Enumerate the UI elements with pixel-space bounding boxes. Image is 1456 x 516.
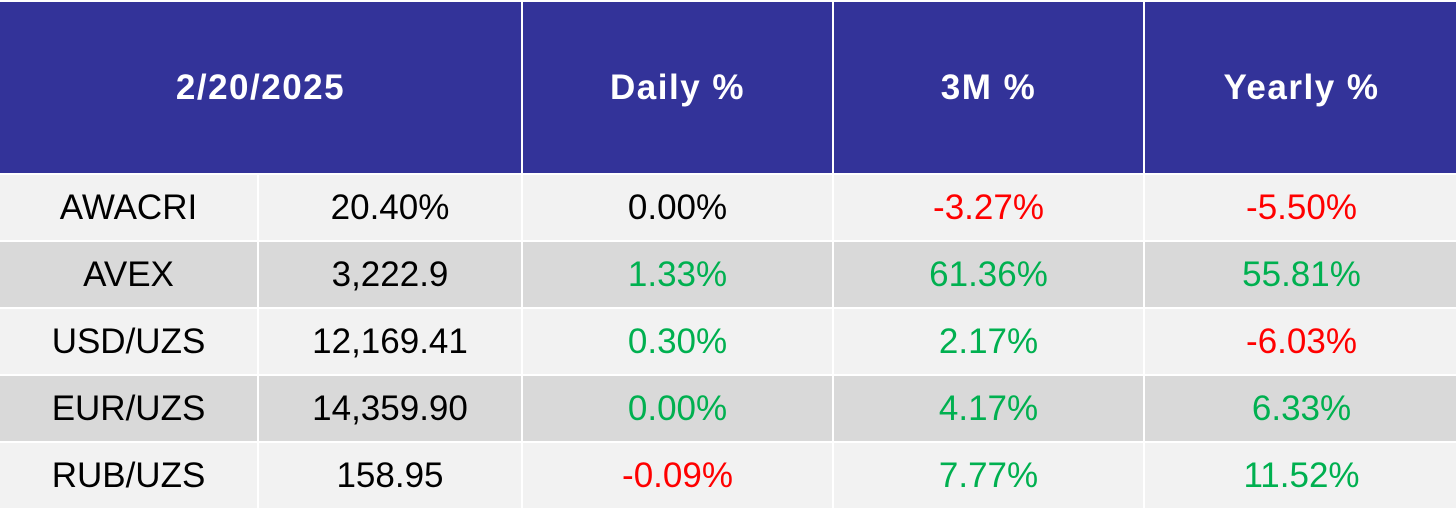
data-cell: 0.00%: [523, 175, 832, 240]
data-row: AWACRI 20.40% 0.00% -3.27% -5.50%: [0, 175, 1456, 240]
data-cell: RUB/UZS: [0, 443, 257, 508]
data-cell: 7.77%: [834, 443, 1143, 508]
data-cell: -6.03%: [1145, 309, 1456, 374]
data-row: RUB/UZS 158.95 -0.09% 7.77% 11.52%: [0, 443, 1456, 508]
data-cell: AWACRI: [0, 175, 257, 240]
header-cell: Daily %: [523, 2, 832, 173]
data-cell: -5.50%: [1145, 175, 1456, 240]
data-cell: 61.36%: [834, 242, 1143, 307]
data-cell: 12,169.41: [259, 309, 521, 374]
header-cell: Yearly %: [1145, 2, 1456, 173]
data-cell: 4.17%: [834, 376, 1143, 441]
data-cell: 1.33%: [523, 242, 832, 307]
data-cell: 2.17%: [834, 309, 1143, 374]
header-row: 2/20/2025 Daily % 3M % Yearly %: [0, 2, 1456, 173]
data-cell: -0.09%: [523, 443, 832, 508]
data-cell: EUR/UZS: [0, 376, 257, 441]
data-cell: 11.52%: [1145, 443, 1456, 508]
data-cell: 55.81%: [1145, 242, 1456, 307]
data-cell: -3.27%: [834, 175, 1143, 240]
data-cell: AVEX: [0, 242, 257, 307]
data-row: USD/UZS 12,169.41 0.30% 2.17% -6.03%: [0, 309, 1456, 374]
data-cell: 14,359.90: [259, 376, 521, 441]
data-cell: 0.00%: [523, 376, 832, 441]
data-cell: 0.30%: [523, 309, 832, 374]
data-cell: USD/UZS: [0, 309, 257, 374]
data-cell: 3,222.9: [259, 242, 521, 307]
data-cell: 20.40%: [259, 175, 521, 240]
data-row: EUR/UZS 14,359.90 0.00% 4.17% 6.33%: [0, 376, 1456, 441]
data-cell: 158.95: [259, 443, 521, 508]
table-body: AWACRI 20.40% 0.00% -3.27% -5.50% AVEX 3,222.9…: [0, 175, 1456, 508]
header-cell: 3M %: [834, 2, 1143, 173]
header-cell: 2/20/2025: [0, 2, 521, 173]
data-cell: 6.33%: [1145, 376, 1456, 441]
data-row: AVEX 3,222.9 1.33% 61.36% 55.81%: [0, 242, 1456, 307]
